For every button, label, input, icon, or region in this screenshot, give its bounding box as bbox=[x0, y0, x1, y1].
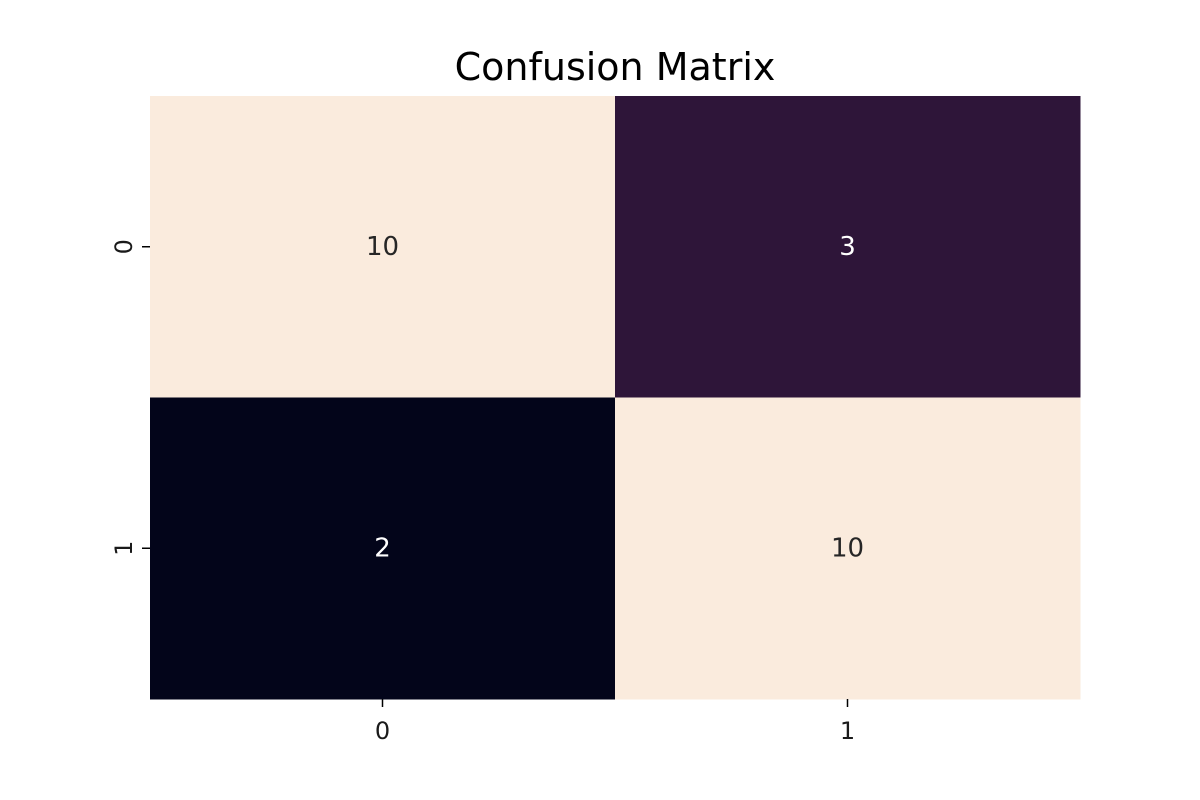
cell-value-r1-c0: 2 bbox=[374, 533, 391, 563]
heatmap-cell-r0-c1 bbox=[615, 96, 1081, 398]
x-tick-label-1: 1 bbox=[840, 717, 855, 745]
y-tick-label-0: 0 bbox=[110, 239, 138, 254]
heatmap-cell-r1-c0 bbox=[150, 397, 616, 700]
heatmap-cells bbox=[150, 96, 1081, 700]
cell-value-r0-c1: 3 bbox=[839, 232, 856, 262]
heatmap-cell-r0-c0 bbox=[150, 96, 616, 398]
cell-value-r1-c1: 10 bbox=[831, 533, 864, 563]
cell-value-r0-c0: 10 bbox=[366, 232, 399, 262]
heatmap-cell-labels: 10 3 2 10 bbox=[366, 232, 864, 564]
heatmap-cell-r1-c1 bbox=[615, 397, 1081, 700]
x-tick-label-0: 0 bbox=[375, 717, 390, 745]
chart-title: Confusion Matrix bbox=[455, 45, 776, 89]
y-tick-label-1: 1 bbox=[110, 541, 138, 556]
y-axis: 01 bbox=[110, 239, 150, 556]
